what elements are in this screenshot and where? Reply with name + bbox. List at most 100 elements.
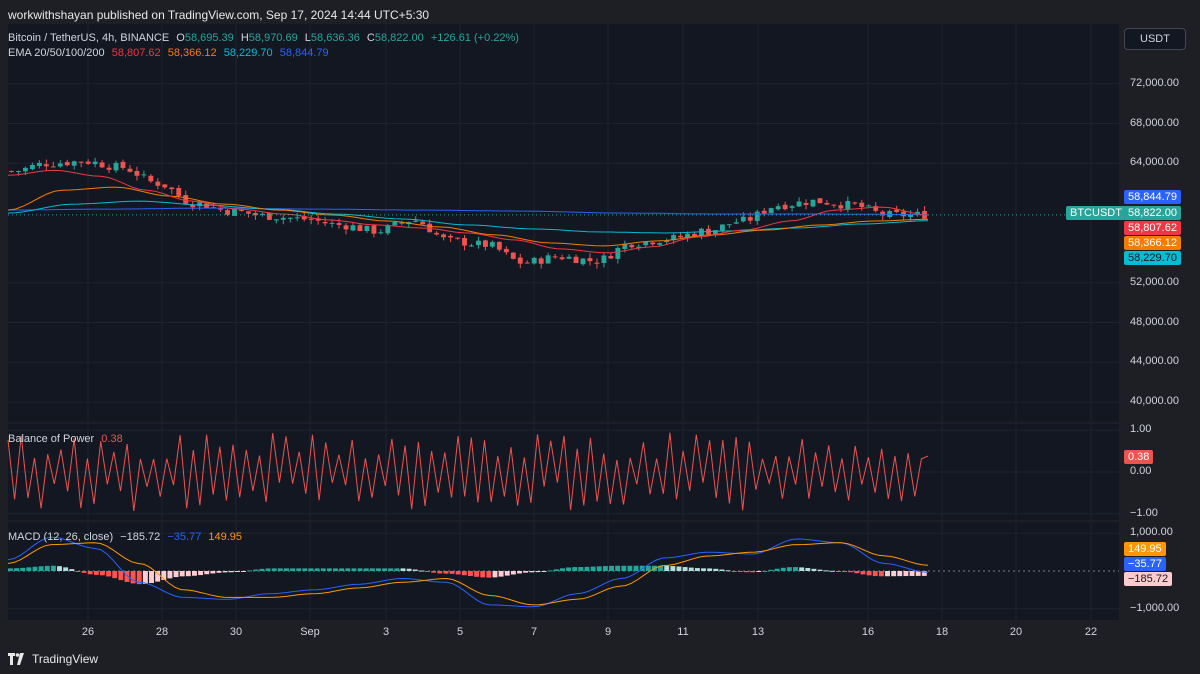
price-axis[interactable] [1120,24,1200,620]
macd-hist-bar [676,566,682,571]
candle-body [71,161,77,166]
macd-hist-bar [768,569,774,571]
candle-body [29,165,35,170]
macd-title[interactable]: MACD (12, 26, close) [8,531,114,543]
candle-body [357,225,363,232]
macd-hist-bar [443,571,449,574]
macd-hist-bar [339,568,345,571]
macd-hist-bar [498,571,504,577]
candle-body [322,221,328,224]
candle-body [462,237,467,246]
macd-hist-bar [155,571,161,582]
candle-body [385,225,391,234]
candle-body [448,235,454,238]
macd-hist-bar [658,565,664,571]
macd-hist-bar [8,568,13,571]
candle-body [204,203,210,209]
candle-body [420,221,426,225]
macd-hist-bar [560,568,565,571]
brand-label: TradingView [32,652,99,666]
candle-body [901,211,907,217]
macd-hist-bar [26,567,32,571]
candle-body [496,241,502,250]
macd-hist-value: −185.72 [120,531,161,543]
candle-body [566,256,572,259]
candle-body [692,233,697,237]
macd-hist-bar [124,571,130,582]
macd-hist-bar [817,569,823,571]
bop-title[interactable]: Balance of Power [8,433,95,445]
macd-line [7,536,929,608]
price-tick-label: 64,000.00 [1130,156,1179,169]
macd-hist-bar [805,568,811,571]
macd-hist-bar [903,571,909,577]
ema50-price-tag: 58,366.12 [1124,236,1181,250]
candle-body [455,237,460,239]
macd-hist-bar [621,565,627,571]
macd-hist-bar [461,571,467,576]
macd-hist-bar [20,567,26,571]
candle-body [273,219,279,221]
candle-body [859,202,865,207]
candle-body [622,244,628,250]
symbol-tag: BTCUSDT [1066,206,1126,220]
candle-body [378,232,384,234]
ema200-line [7,207,928,216]
macd-legend: MACD (12, 26, close) −185.72 −35.77 149.… [8,531,246,543]
candle-body [294,217,300,219]
footer-brand[interactable]: TradingView [8,652,98,666]
macd-hist-bar [167,571,173,579]
macd-line-value: −35.77 [167,531,202,543]
macd-hist-bar [406,568,412,571]
candle-body [894,209,900,213]
macd-hist-bar [878,571,884,577]
candle-body [671,235,677,241]
candle-body [650,242,656,245]
macd-hist-bar [382,568,388,571]
candle-body [852,202,858,204]
macd-hist-bar [909,571,915,576]
macd-hist-bar [333,568,338,571]
macd-hist-bar [848,571,854,573]
candle-body [127,168,133,172]
macd-hist-bar [596,566,602,571]
macd-hist-bar [57,566,62,571]
candle-body [726,224,732,226]
macd-hist-bar [780,567,786,571]
candle-body [336,223,342,225]
candle-body [36,162,42,167]
macd-hist-bar [553,569,559,571]
candle-body [64,162,70,166]
candle-body [434,232,440,235]
price-pane[interactable] [8,24,1119,422]
candle-body [643,241,649,246]
macd-hist-bar [572,567,578,571]
candle-body [43,164,49,167]
macd-hist-bar [394,568,400,571]
macd-hist-bar [412,569,418,571]
currency-button[interactable]: USDT [1124,28,1186,50]
bop-tick-label: 0.00 [1130,465,1152,477]
candle-body [246,211,251,214]
macd-hist-bar [566,567,572,571]
close-label: C58,822.00 [366,32,424,44]
candle-body [747,217,753,221]
macd-hist-bar [136,571,142,585]
x-tick-label: 11 [677,626,689,638]
macd-hist-bar [308,568,314,571]
macd-hist-bar [793,567,798,571]
ema-indicator-name[interactable]: EMA 20/50/100/200 [8,47,105,59]
hist-value-tag: −185.72 [1124,572,1173,586]
x-tick-label: 5 [456,626,464,638]
macd-hist-bar [357,568,363,571]
candle-body [176,188,182,196]
symbol-title[interactable]: Bitcoin / TetherUS, 4h, BINANCE [8,32,170,44]
ema-legend: EMA 20/50/100/200 58,807.62 58,366.12 58… [8,47,333,59]
macd-signal-value: 149.95 [208,531,243,543]
candle-body [664,240,670,243]
macd-hist-bar [431,571,437,573]
x-tick-label: 20 [1009,626,1023,638]
macd-hist-bar [277,568,283,571]
macd-hist-bar [664,565,670,571]
macd-hist-bar [247,570,253,572]
